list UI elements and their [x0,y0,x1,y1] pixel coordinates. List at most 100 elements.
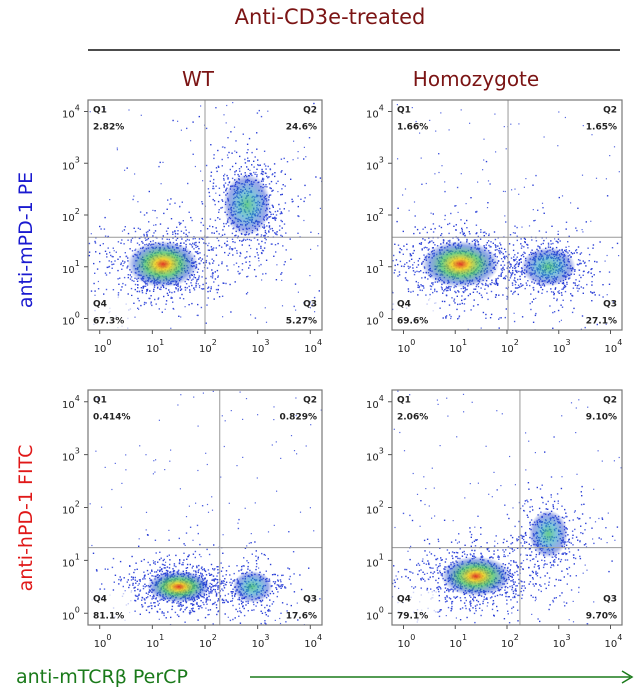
event-dot [399,251,401,254]
event-dot [239,622,242,624]
event-dot [215,578,217,581]
event-dot [475,285,477,288]
event-dot [450,315,452,318]
event-dot [564,290,567,293]
event-dot [527,247,529,249]
event-dot [149,240,152,243]
event-dot [573,273,575,275]
event-dot [131,237,134,239]
event-dot [541,237,543,239]
tick-base: 10 [62,213,75,224]
event-dot [268,231,270,233]
event-dot [224,242,226,245]
event-dot [225,122,227,124]
event-dot [265,321,268,323]
event-dot [449,289,451,291]
event-dot [462,233,464,236]
event-dot [144,599,146,601]
event-dot [447,223,449,226]
event-dot [192,242,194,245]
event-dot [436,290,438,293]
event-dot [546,290,548,293]
event-dot [260,234,263,236]
tick-base: 10 [62,161,75,172]
event-dot [558,196,560,199]
event-dot [195,244,197,246]
event-dot [284,587,286,589]
event-dot [524,241,526,243]
event-dot [221,206,224,209]
event-dot [210,586,212,589]
event-dot [260,252,263,254]
event-dot [499,253,501,255]
event-dot [137,227,140,229]
event-dot [238,615,240,617]
event-dot [186,238,189,241]
event-dot [445,294,448,297]
event-dot [565,250,567,253]
event-dot [213,187,215,190]
event-dot [191,246,194,248]
event-dot [196,271,199,273]
event-dot [223,186,225,188]
event-dot [233,264,235,266]
event-dot [562,288,564,290]
event-dot [225,581,228,583]
event-dot [515,270,517,272]
event-dot [241,565,243,568]
event-dot [420,243,422,245]
event-dot [299,574,301,576]
event-dot [244,257,246,259]
event-dot [482,231,485,234]
event-dot [175,239,177,241]
event-dot [416,270,418,273]
event-dot [235,608,237,611]
event-dot [265,238,267,241]
event-dot [164,567,167,569]
event-dot [510,274,513,276]
event-dot [447,606,450,609]
event-dot [231,591,233,593]
event-dot [122,585,124,588]
event-dot [138,545,140,547]
event-dot [223,445,225,448]
event-dot [512,232,514,234]
event-dot [458,315,461,317]
event-dot [174,235,177,238]
density-core [232,570,273,603]
event-dot [498,250,500,252]
event-dot [241,269,244,271]
event-dot [477,181,479,183]
event-dot [225,574,227,576]
event-dot [261,249,264,252]
event-dot [195,570,197,572]
event-dot [457,290,459,292]
event-dot [262,171,265,173]
event-dot [190,279,193,281]
event-dot [463,291,465,294]
event-dot [162,564,165,566]
event-dot [198,258,200,260]
event-dot [212,390,214,392]
x-tick-label: 104 [304,633,322,650]
event-dot [299,511,302,513]
event-dot [205,261,207,264]
event-dot [431,282,433,284]
event-dot [85,297,86,298]
event-dot [514,267,516,269]
axis-arrow-head [621,670,634,684]
event-dot [126,581,128,583]
event-dot [464,234,466,237]
event-dot [593,291,595,294]
event-dot [179,285,182,287]
event-dot [484,231,486,233]
event-dot [145,511,148,513]
event-dot [464,298,467,300]
event-dot [364,277,365,278]
event-dot [143,575,146,577]
tick-exponent: 2 [379,207,384,216]
tick-base: 10 [304,639,317,650]
event-dot [545,237,547,239]
event-dot [188,239,190,241]
event-dot [173,569,175,572]
